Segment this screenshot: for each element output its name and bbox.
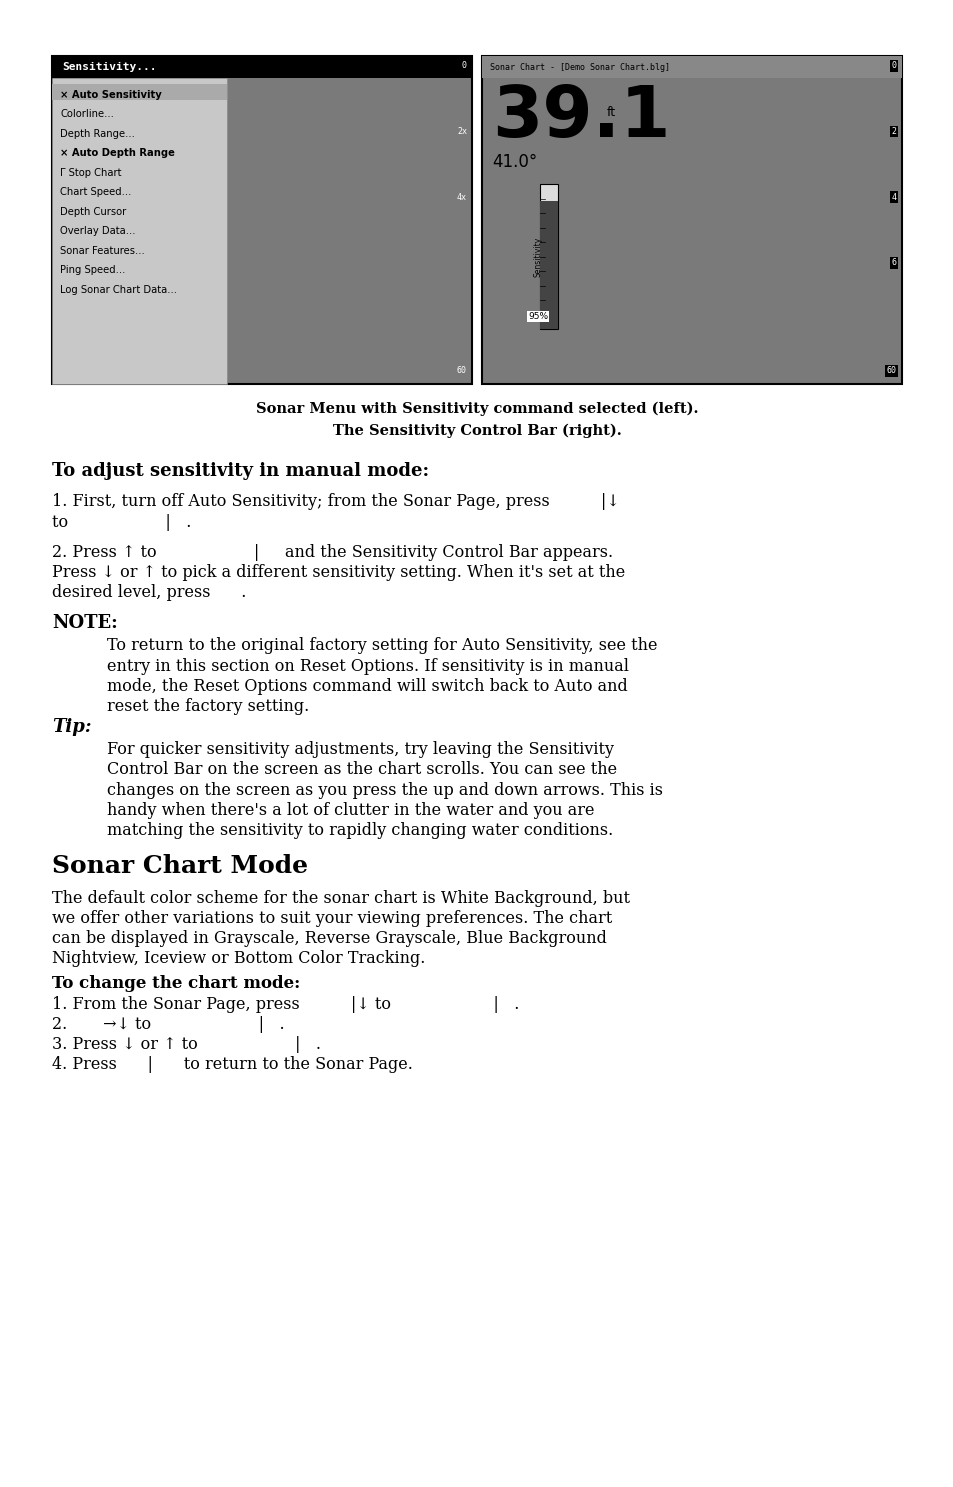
Text: Press ↓ or ↑ to pick a different sensitivity setting. When it's set at the: Press ↓ or ↑ to pick a different sensiti… [52, 564, 625, 581]
Text: To return to the original factory setting for Auto Sensitivity, see the: To return to the original factory settin… [108, 638, 658, 654]
Text: Nightview, Iceview or Bottom Color Tracking.: Nightview, Iceview or Bottom Color Track… [52, 950, 425, 968]
Text: ▶: ▶ [456, 62, 464, 71]
Text: 60: 60 [456, 366, 467, 375]
Text: 39.1: 39.1 [492, 83, 670, 152]
Text: Sensitivity...: Sensitivity... [62, 62, 157, 71]
Text: handy when there's a lot of clutter in the water and you are: handy when there's a lot of clutter in t… [108, 801, 595, 819]
Text: Sonar Features...: Sonar Features... [60, 245, 145, 256]
Text: Γ Stop Chart: Γ Stop Chart [60, 168, 122, 177]
Text: Sonar Chart Mode: Sonar Chart Mode [52, 854, 308, 877]
Text: Control Bar on the screen as the chart scrolls. You can see the: Control Bar on the screen as the chart s… [108, 761, 617, 779]
Text: To change the chart mode:: To change the chart mode: [52, 975, 300, 992]
Text: 4: 4 [891, 192, 896, 202]
Text: desired level, press      .: desired level, press . [52, 584, 247, 601]
Text: 1. From the Sonar Page, press          |↓ to                    |   .: 1. From the Sonar Page, press |↓ to | . [52, 996, 519, 1013]
Text: Depth Range...: Depth Range... [60, 128, 135, 138]
Text: Sonar Chart - [Demo Sonar Chart.blg]: Sonar Chart - [Demo Sonar Chart.blg] [490, 62, 669, 71]
Text: 0: 0 [461, 61, 467, 70]
Text: Sonar Menu with Sensitivity command selected (left).: Sonar Menu with Sensitivity command sele… [255, 401, 698, 416]
Text: 2x: 2x [456, 126, 467, 135]
Text: × Auto Depth Range: × Auto Depth Range [60, 149, 175, 158]
Text: 4. Press      |      to return to the Sonar Page.: 4. Press | to return to the Sonar Page. [52, 1056, 413, 1074]
Text: Tip:: Tip: [52, 718, 91, 736]
FancyBboxPatch shape [52, 57, 472, 77]
Text: 41.0°: 41.0° [492, 153, 537, 171]
Text: The Sensitivity Control Bar (right).: The Sensitivity Control Bar (right). [333, 424, 620, 439]
Text: can be displayed in Grayscale, Reverse Grayscale, Blue Background: can be displayed in Grayscale, Reverse G… [52, 931, 607, 947]
Text: NOTE:: NOTE: [52, 614, 118, 632]
FancyBboxPatch shape [539, 201, 558, 329]
Text: Chart Speed...: Chart Speed... [60, 187, 132, 198]
Text: ...y Documents\Emulators\SeaChamp2000\CDF\...: ...y Documents\Emulators\SeaChamp2000\CD… [213, 62, 420, 71]
Text: 2. Press ↑ to                   |     and the Sensitivity Control Bar appears.: 2. Press ↑ to | and the Sensitivity Cont… [52, 544, 613, 561]
Text: 3. Press ↓ or ↑ to                   |   .: 3. Press ↓ or ↑ to | . [52, 1036, 321, 1053]
Text: 0: 0 [891, 61, 896, 70]
Text: Colorline...: Colorline... [60, 109, 114, 119]
Text: reset the factory setting.: reset the factory setting. [108, 697, 310, 715]
Text: 1. First, turn off Auto Sensitivity; from the Sonar Page, press          |↓: 1. First, turn off Auto Sensitivity; fro… [52, 494, 619, 510]
Text: For quicker sensitivity adjustments, try leaving the Sensitivity: For quicker sensitivity adjustments, try… [108, 742, 614, 758]
Text: ft: ft [606, 106, 616, 119]
Text: To adjust sensitivity in manual mode:: To adjust sensitivity in manual mode: [52, 462, 429, 480]
Text: 2.       →↓ to                     |   .: 2. →↓ to | . [52, 1016, 285, 1032]
FancyBboxPatch shape [481, 57, 901, 384]
Text: to                   |   .: to | . [52, 513, 192, 531]
FancyBboxPatch shape [539, 184, 558, 329]
Text: Ping Speed...: Ping Speed... [60, 265, 126, 275]
FancyBboxPatch shape [52, 57, 472, 384]
Text: we offer other variations to suit your viewing preferences. The chart: we offer other variations to suit your v… [52, 910, 612, 926]
Text: Overlay Data...: Overlay Data... [60, 226, 136, 236]
Text: matching the sensitivity to rapidly changing water conditions.: matching the sensitivity to rapidly chan… [108, 822, 613, 839]
FancyBboxPatch shape [481, 57, 901, 77]
Text: 4x: 4x [456, 192, 467, 202]
Text: 60: 60 [885, 366, 896, 375]
Text: Sensitivity: Sensitivity [533, 236, 542, 277]
FancyBboxPatch shape [52, 83, 227, 101]
Text: 2: 2 [891, 126, 896, 135]
Text: 95%: 95% [527, 312, 547, 321]
FancyBboxPatch shape [52, 77, 227, 384]
Text: mode, the Reset Options command will switch back to Auto and: mode, the Reset Options command will swi… [108, 678, 628, 694]
Text: Depth Cursor: Depth Cursor [60, 207, 127, 217]
Text: × Auto Sensitivity: × Auto Sensitivity [60, 89, 162, 100]
Text: 6: 6 [891, 259, 896, 268]
Text: changes on the screen as you press the up and down arrows. This is: changes on the screen as you press the u… [108, 782, 662, 799]
Text: The default color scheme for the sonar chart is White Background, but: The default color scheme for the sonar c… [52, 889, 630, 907]
Text: Log Sonar Chart Data...: Log Sonar Chart Data... [60, 284, 177, 294]
Text: entry in this section on Reset Options. If sensitivity is in manual: entry in this section on Reset Options. … [108, 657, 629, 675]
